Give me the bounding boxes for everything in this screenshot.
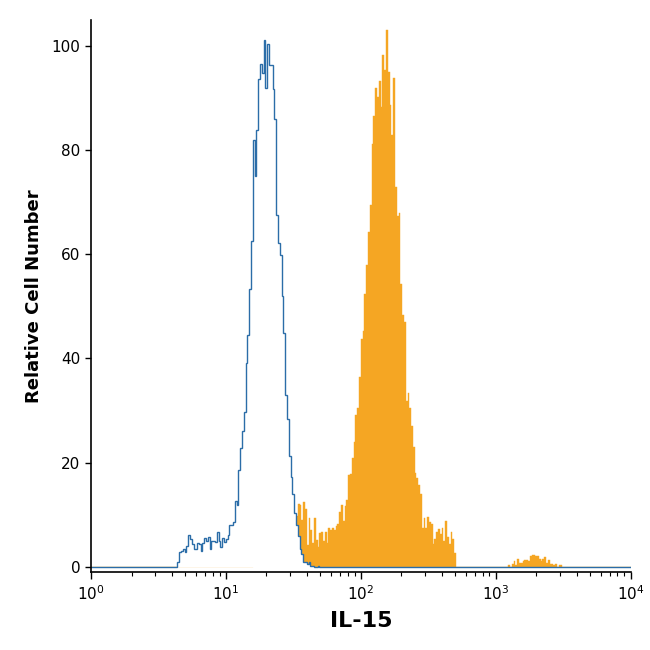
X-axis label: IL-15: IL-15 [330,611,392,631]
Y-axis label: Relative Cell Number: Relative Cell Number [25,189,44,402]
